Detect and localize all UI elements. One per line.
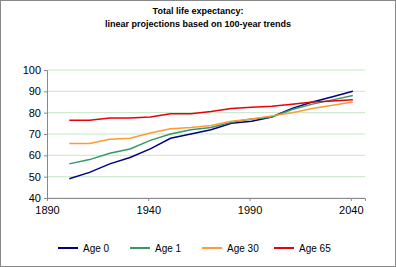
- x-tick: 1890: [35, 198, 59, 216]
- x-tick-mark: [47, 198, 48, 201]
- x-tick-mark: [250, 198, 251, 201]
- grid: [47, 70, 365, 198]
- y-tick: 100: [23, 64, 47, 76]
- subtitle: linear projections based on 100-year tre…: [105, 19, 291, 29]
- x-tick: 2040: [339, 198, 363, 216]
- legend-swatch: [202, 247, 222, 249]
- legend-label: Age 65: [299, 243, 331, 254]
- legend-swatch: [130, 247, 150, 249]
- y-axis: 40 50 60 70 80 90 100: [23, 64, 48, 204]
- grid-line: [47, 155, 365, 156]
- chart: Total life expectancy: linear projections…: [0, 0, 396, 267]
- y-tick-label: 100: [23, 64, 41, 76]
- x-tick-mark: [351, 198, 352, 201]
- y-tick-label: 50: [29, 171, 41, 183]
- series-line: [69, 102, 353, 144]
- y-tick-mark: [44, 134, 47, 135]
- y-tick-mark: [44, 198, 47, 199]
- legend-label: Age 0: [83, 243, 110, 254]
- y-tick: 60: [29, 149, 47, 161]
- x-axis-line: [48, 199, 366, 202]
- chart-frame: [1, 1, 396, 267]
- grid-line: [47, 176, 365, 177]
- y-tick: 40: [29, 192, 47, 204]
- plot: 40 50 60 70 80 90 100 1890 1940 1990 2040: [23, 64, 366, 216]
- legend: Age 0 Age 1 Age 30 Age 65: [58, 243, 331, 254]
- grid-line: [47, 91, 365, 92]
- series-line: [69, 100, 353, 120]
- lines: [69, 91, 353, 178]
- x-tick-label: 1940: [137, 204, 161, 216]
- y-tick-label: 70: [29, 128, 41, 140]
- series-line: [69, 96, 353, 164]
- y-tick-mark: [44, 113, 47, 114]
- x-tick-label: 2040: [339, 204, 363, 216]
- x-tick-label: 1890: [35, 204, 59, 216]
- y-tick-label: 90: [29, 85, 41, 97]
- x-tick: 1990: [238, 198, 262, 216]
- series-line: [69, 91, 353, 178]
- grid-line: [47, 134, 365, 135]
- y-axis-line: [44, 71, 48, 199]
- y-tick-label: 60: [29, 149, 41, 161]
- y-tick-label: 80: [29, 107, 41, 119]
- title: Total life expectancy:: [153, 6, 244, 16]
- y-tick: 80: [29, 107, 47, 119]
- y-tick-label: 40: [29, 192, 41, 204]
- x-tick-mark: [148, 198, 149, 201]
- legend-label: Age 30: [227, 243, 259, 254]
- y-tick: 90: [29, 85, 47, 97]
- legend-swatch: [58, 247, 78, 249]
- y-tick-mark: [44, 91, 47, 92]
- y-tick-mark: [44, 155, 47, 156]
- x-tick-label: 1990: [238, 204, 262, 216]
- legend-label: Age 1: [155, 243, 182, 254]
- y-tick: 50: [29, 171, 47, 183]
- y-tick: 70: [29, 128, 47, 140]
- x-tick: 1940: [137, 198, 161, 216]
- x-axis: 1890 1940 1990 2040: [35, 198, 365, 216]
- y-tick-mark: [44, 70, 47, 71]
- y-tick-mark: [44, 177, 47, 178]
- grid-line: [47, 70, 365, 71]
- legend-swatch: [274, 247, 294, 249]
